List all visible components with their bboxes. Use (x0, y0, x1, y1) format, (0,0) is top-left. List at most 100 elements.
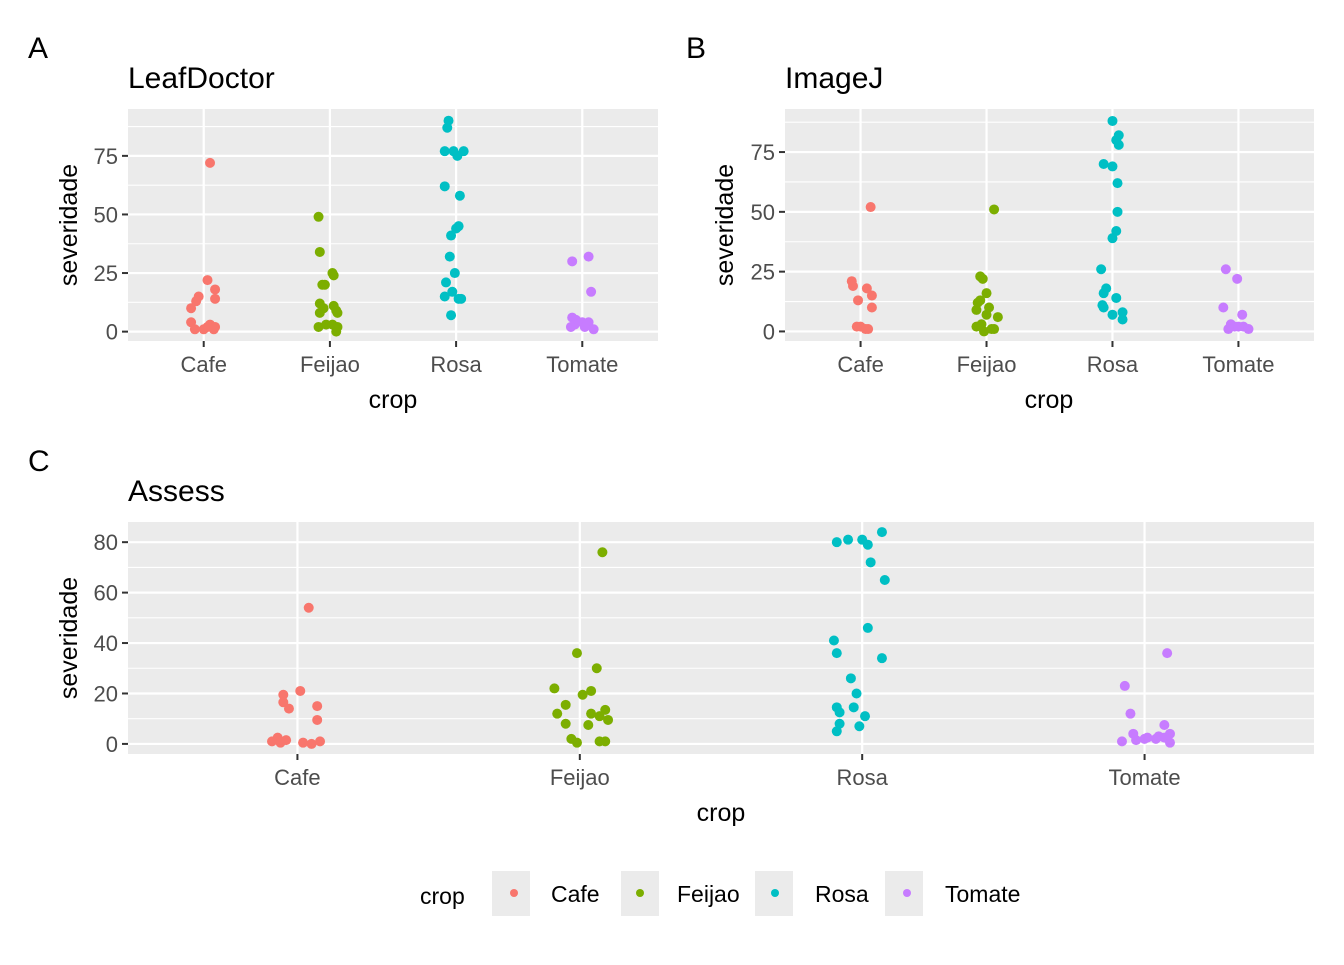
legend-item-rosa: Rosa (755, 871, 869, 916)
data-point-cafe (866, 290, 877, 301)
data-point-feijao (549, 683, 560, 694)
data-point-rosa (834, 718, 845, 729)
data-point-rosa (452, 150, 463, 161)
data-point-tomate (1159, 720, 1170, 730)
legend-swatch-feijao (636, 889, 644, 897)
data-point-rosa (865, 557, 876, 568)
data-point-rosa (444, 251, 455, 262)
data-point-rosa (451, 223, 462, 234)
data-point-rosa (851, 688, 862, 699)
data-point-rosa (1107, 233, 1118, 244)
data-point-tomate (1243, 324, 1254, 335)
panel-title-b: ImageJ (785, 62, 883, 95)
data-point-cafe (281, 735, 292, 746)
legend-item-tomate: Tomate (885, 871, 1020, 916)
data-point-tomate (1119, 680, 1130, 691)
y-tick-label: 50 (751, 200, 775, 225)
series-feijao (971, 204, 1003, 337)
data-point-cafe (186, 303, 197, 314)
data-point-tomate (1116, 736, 1127, 747)
data-point-feijao (971, 304, 982, 315)
data-point-rosa (862, 622, 873, 633)
data-point-tomate (1162, 648, 1173, 659)
data-point-rosa (831, 726, 842, 737)
data-point-rosa (449, 268, 460, 279)
x-tick-label-tomate: Tomate (1202, 352, 1274, 377)
legend-label-tomate: Tomate (945, 881, 1020, 907)
data-point-feijao (981, 309, 992, 320)
data-point-feijao (560, 718, 571, 729)
data-point-cafe (210, 293, 221, 304)
data-point-cafe (848, 280, 859, 291)
data-point-rosa (439, 181, 450, 192)
data-point-rosa (1117, 314, 1128, 325)
data-point-feijao (577, 689, 588, 700)
series-rosa (439, 115, 469, 321)
y-tick-label: 60 (94, 581, 118, 606)
x-tick-label-tomate: Tomate (546, 352, 618, 377)
legend-item-feijao: Feijao (621, 871, 740, 916)
data-point-cafe (191, 296, 202, 307)
data-point-rosa (876, 653, 887, 664)
data-point-cafe (278, 689, 289, 700)
data-point-rosa (446, 230, 457, 241)
data-point-cafe (267, 736, 278, 747)
data-point-rosa (439, 146, 450, 157)
data-point-rosa (834, 707, 845, 718)
data-point-feijao (571, 648, 582, 659)
data-point-tomate (586, 286, 597, 297)
data-point-cafe (855, 321, 866, 332)
x-axis-label-b: crop (1025, 386, 1074, 414)
panel-a: A LeafDoctor 0 25 50 75 Cafe Feijao Rosa Tomate… (28, 32, 658, 414)
y-tick-label: 75 (94, 144, 118, 169)
data-point-feijao (313, 211, 324, 222)
series-cafe (267, 602, 326, 749)
legend-label-cafe: Cafe (551, 881, 600, 907)
data-point-tomate (1237, 309, 1248, 320)
data-point-tomate (1233, 321, 1244, 332)
data-point-rosa (1098, 288, 1109, 299)
data-point-cafe (312, 701, 323, 712)
series-cafe (186, 157, 221, 335)
x-tick-label-cafe: Cafe (837, 352, 883, 377)
data-point-cafe (315, 736, 326, 747)
y-tick-label: 25 (751, 260, 775, 285)
data-point-rosa (845, 673, 856, 684)
x-tick-label-cafe: Cafe (180, 352, 226, 377)
data-point-tomate (1142, 732, 1153, 743)
data-point-feijao (331, 326, 342, 337)
data-point-rosa (442, 122, 453, 133)
data-point-tomate (1125, 708, 1136, 719)
data-point-tomate (588, 324, 599, 335)
data-point-feijao (600, 704, 611, 715)
legend-item-cafe: Cafe (492, 871, 600, 916)
x-axis-label-a: crop (369, 386, 418, 414)
data-point-rosa (447, 286, 458, 297)
y-tick-label: 25 (94, 261, 118, 286)
data-point-rosa (1107, 161, 1118, 172)
data-point-feijao (591, 663, 602, 674)
data-point-rosa (1107, 309, 1118, 320)
data-point-feijao (328, 270, 339, 281)
legend-swatch-rosa (771, 889, 779, 897)
data-point-tomate (1131, 735, 1142, 746)
data-point-rosa (876, 527, 887, 538)
data-point-feijao (971, 321, 982, 332)
data-point-cafe (865, 202, 876, 213)
data-point-tomate (1164, 737, 1175, 748)
panel-title-a: LeafDoctor (128, 62, 275, 95)
data-point-rosa (1098, 302, 1109, 313)
x-tick-label-tomate: Tomate (1108, 765, 1180, 790)
series-cafe (846, 202, 877, 335)
data-point-feijao (981, 288, 992, 299)
y-tick-label: 40 (94, 631, 118, 656)
panel-tag-c: C (28, 445, 50, 478)
data-point-rosa (843, 534, 854, 545)
data-point-cafe (863, 324, 874, 335)
data-point-rosa (454, 190, 465, 201)
panel-title-c: Assess (128, 475, 225, 508)
data-point-tomate (1223, 324, 1234, 335)
data-point-tomate (1218, 302, 1229, 313)
series-feijao (549, 547, 614, 748)
